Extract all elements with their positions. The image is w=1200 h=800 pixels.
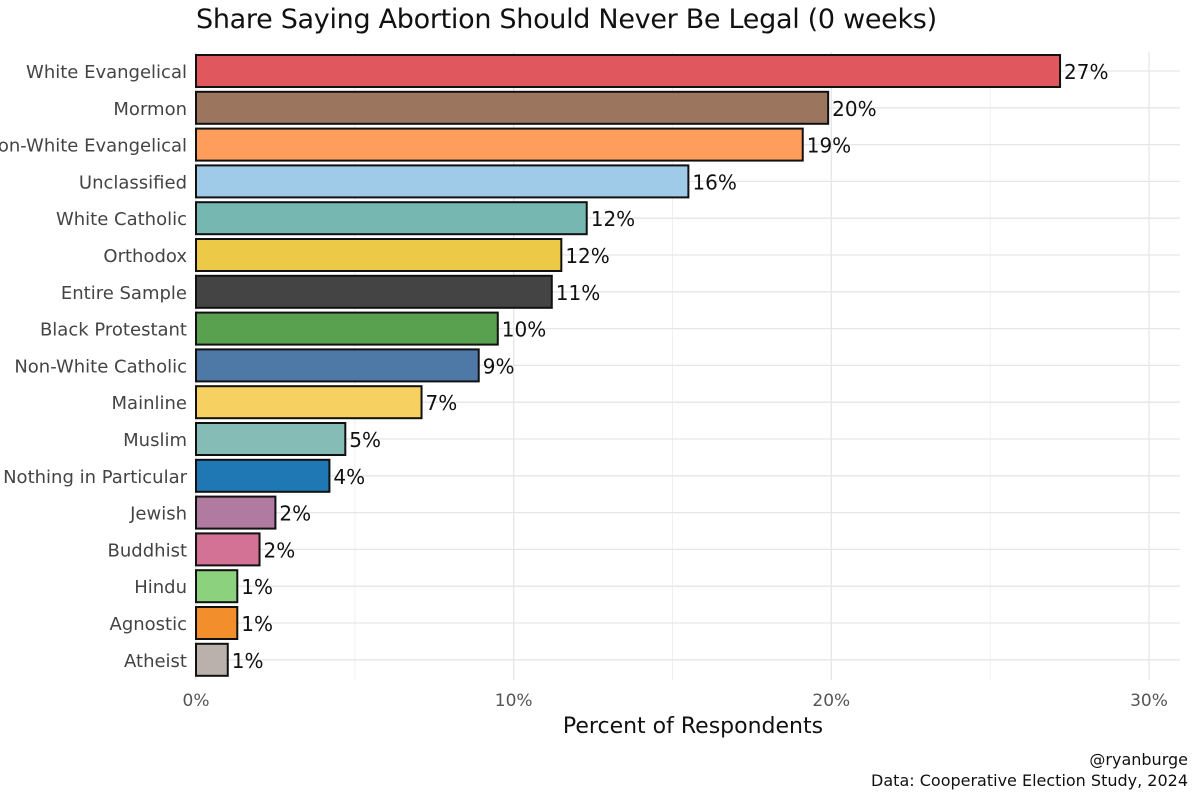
bar (195, 606, 239, 640)
bar (195, 90, 830, 125)
category-label: Muslim (123, 430, 187, 451)
category-label: Jewish (129, 504, 187, 525)
value-label: 10% (502, 318, 546, 342)
bar (195, 569, 239, 604)
category-label: Non-White Catholic (14, 356, 187, 377)
bar (195, 238, 563, 272)
bar (195, 385, 423, 420)
value-label: 5% (349, 428, 381, 452)
category-label: Buddhist (108, 540, 187, 561)
bar (195, 495, 277, 530)
category-label: Orthodox (103, 246, 187, 267)
category-label: Mainline (112, 393, 187, 414)
bar (195, 532, 261, 567)
category-labels: White Evangelical Mormon Non-White Evangel… (0, 62, 188, 672)
category-label: White Evangelical (26, 62, 187, 83)
x-tick-label: 0% (183, 691, 210, 711)
bar (195, 348, 480, 383)
bar (195, 311, 499, 346)
category-label: White Catholic (56, 209, 187, 230)
category-label: Unclassified (79, 172, 187, 193)
bars (195, 54, 1062, 677)
category-label: Nothing in Particular (3, 467, 188, 488)
bar (195, 458, 331, 493)
category-label: Mormon (113, 99, 187, 120)
value-label: 19% (807, 134, 851, 158)
value-label: 4% (333, 465, 365, 489)
x-tick-label: 10% (495, 691, 533, 711)
value-label: 1% (232, 649, 264, 673)
caption-source: Data: Cooperative Election Study, 2024 (871, 771, 1188, 790)
category-label: Hindu (134, 577, 187, 598)
x-tick-labels: 0% 10% 20% 30% (183, 691, 1168, 711)
chart-title: Share Saying Abortion Should Never Be Le… (196, 4, 937, 35)
bar (195, 201, 588, 236)
category-label: Atheist (124, 651, 187, 672)
category-label: Black Protestant (40, 320, 187, 341)
value-label: 27% (1064, 60, 1108, 84)
bar (195, 642, 229, 677)
value-label: 2% (279, 502, 311, 526)
bar (195, 274, 553, 309)
value-label: 11% (556, 281, 600, 305)
x-tick-label: 30% (1130, 691, 1168, 711)
value-label: 16% (692, 170, 736, 194)
bar (195, 422, 347, 456)
bar (195, 164, 690, 199)
value-label: 20% (832, 97, 876, 121)
value-label: 12% (591, 207, 635, 231)
bar (195, 54, 1062, 88)
x-axis-label: Percent of Respondents (563, 714, 823, 739)
value-labels: 27% 20% 19% 16% 12% 12% 11% 10% 9% 7% 5% 4% 2% 2% 1% 1%… (232, 60, 1109, 673)
value-label: 1% (241, 612, 273, 636)
category-label: Agnostic (110, 614, 188, 635)
value-label: 7% (426, 391, 458, 415)
value-label: 2% (264, 538, 296, 562)
caption-handle: @ryanburge (1089, 750, 1188, 769)
category-label: Non-White Evangelical (0, 136, 187, 157)
value-label: 1% (241, 575, 273, 599)
value-label: 9% (483, 354, 515, 378)
x-tick-label: 20% (812, 691, 850, 711)
value-label: 12% (565, 244, 609, 268)
bar (195, 127, 804, 162)
category-label: Entire Sample (61, 283, 187, 304)
